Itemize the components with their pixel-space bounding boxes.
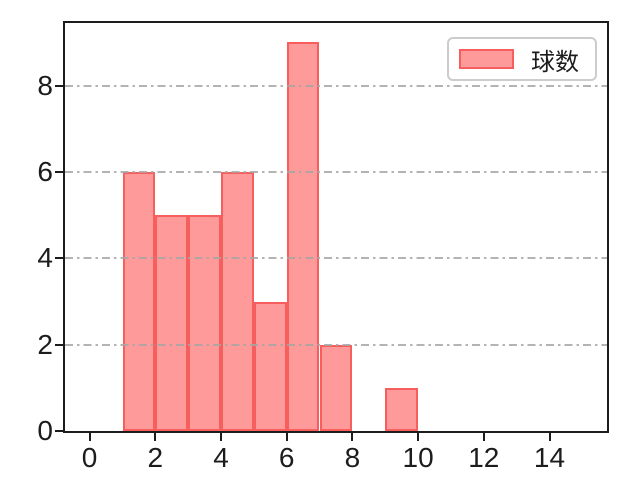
x-tick-label: 6	[278, 442, 295, 473]
y-tick-label: 2	[37, 328, 53, 360]
x-tick	[154, 433, 157, 441]
histogram-bar	[385, 387, 419, 431]
x-tick-label: 8	[344, 442, 361, 473]
gridline	[65, 171, 607, 173]
y-tick	[55, 343, 63, 346]
histogram-bar	[286, 42, 320, 431]
gridlines-layer	[65, 23, 607, 431]
bars-layer	[65, 23, 607, 431]
legend: 球数	[447, 37, 597, 81]
y-tick-label: 4	[37, 242, 53, 274]
x-tick-label: 4	[213, 442, 229, 473]
histogram-bar	[221, 172, 254, 431]
x-tick	[351, 433, 354, 441]
plot-area	[63, 21, 609, 433]
y-tick-label: 6	[37, 156, 53, 187]
y-tick-label: 0	[37, 415, 53, 446]
y-tick	[55, 84, 63, 87]
histogram-bar	[253, 301, 287, 431]
x-tick	[417, 433, 420, 441]
gridline	[65, 84, 607, 87]
histogram-bar	[155, 215, 189, 431]
legend-label: 球数	[531, 48, 579, 76]
x-tick	[285, 433, 288, 441]
histogram-bar	[122, 172, 156, 431]
legend-color-swatch-icon	[459, 49, 514, 69]
x-tick-label: 2	[147, 442, 164, 473]
y-tick	[55, 257, 63, 260]
x-tick	[88, 433, 91, 441]
gridline	[65, 257, 607, 260]
x-tick-label: 14	[533, 442, 566, 473]
y-tick-label: 8	[37, 69, 53, 101]
x-tick	[482, 433, 485, 441]
x-tick	[220, 433, 222, 441]
x-tick-label: 12	[468, 442, 500, 473]
histogram-bar	[188, 215, 221, 431]
y-tick	[55, 430, 63, 432]
x-tick-label: 10	[402, 442, 434, 473]
gridline	[65, 343, 607, 346]
x-tick-label: 0	[81, 442, 98, 473]
x-tick	[548, 433, 551, 441]
histogram-bar	[319, 344, 353, 431]
y-tick	[55, 171, 63, 173]
